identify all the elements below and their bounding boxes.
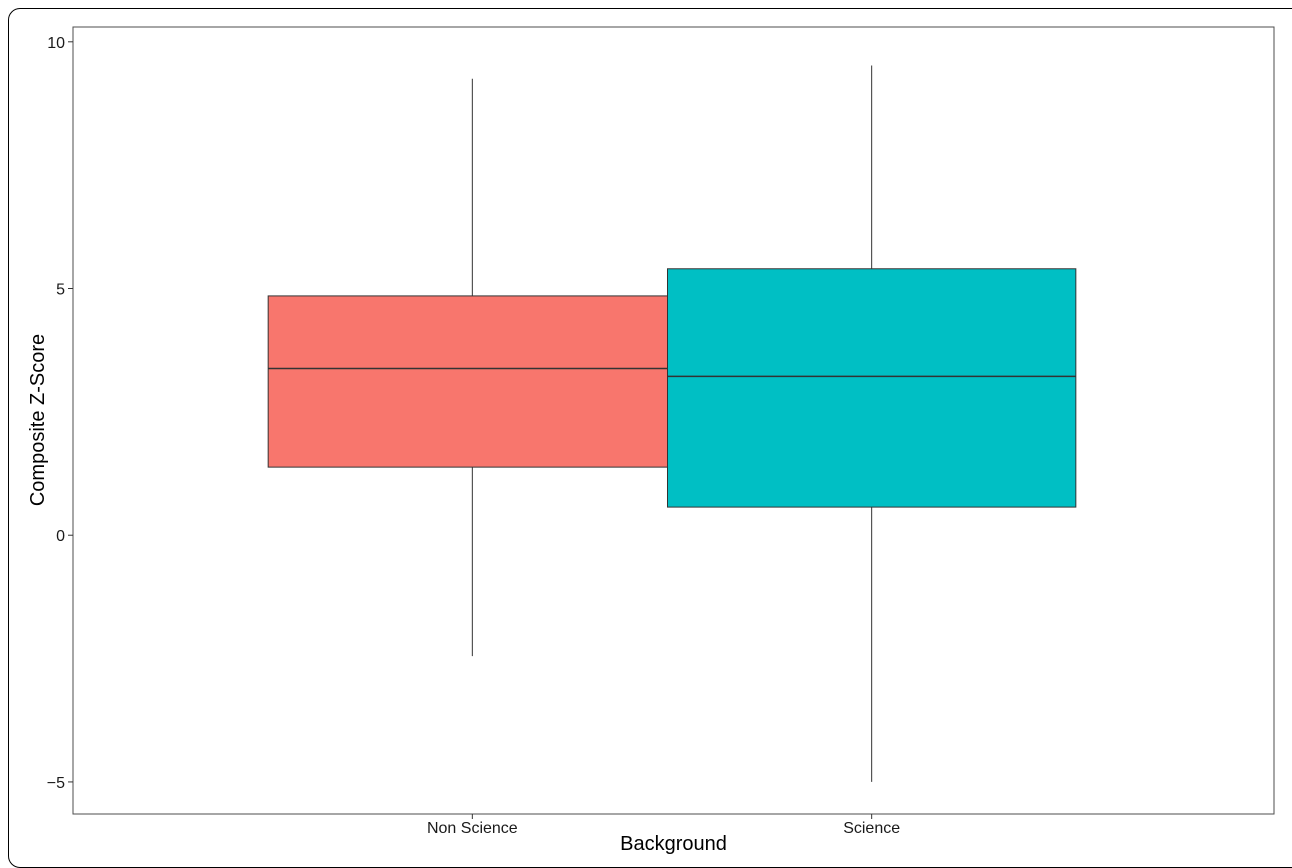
- y-tick-label: −5: [47, 775, 65, 792]
- y-tick-label: 10: [47, 35, 65, 52]
- x-axis: Non Science Science: [427, 814, 900, 837]
- iqr-box-non-science: [267, 295, 678, 468]
- y-tick-label: 5: [56, 282, 65, 299]
- y-axis-title: Composite Z-Score: [27, 334, 49, 506]
- box-science: [666, 65, 1077, 782]
- x-tick-label: Science: [843, 820, 900, 837]
- iqr-box-science: [666, 268, 1077, 508]
- boxes-layer: [267, 65, 1077, 782]
- x-tick-label: Non Science: [427, 820, 518, 837]
- y-tick-label: 0: [56, 528, 65, 545]
- box-non-science: [267, 78, 678, 657]
- x-axis-title: Background: [620, 833, 727, 855]
- y-axis: −5 0 5 10: [47, 35, 73, 792]
